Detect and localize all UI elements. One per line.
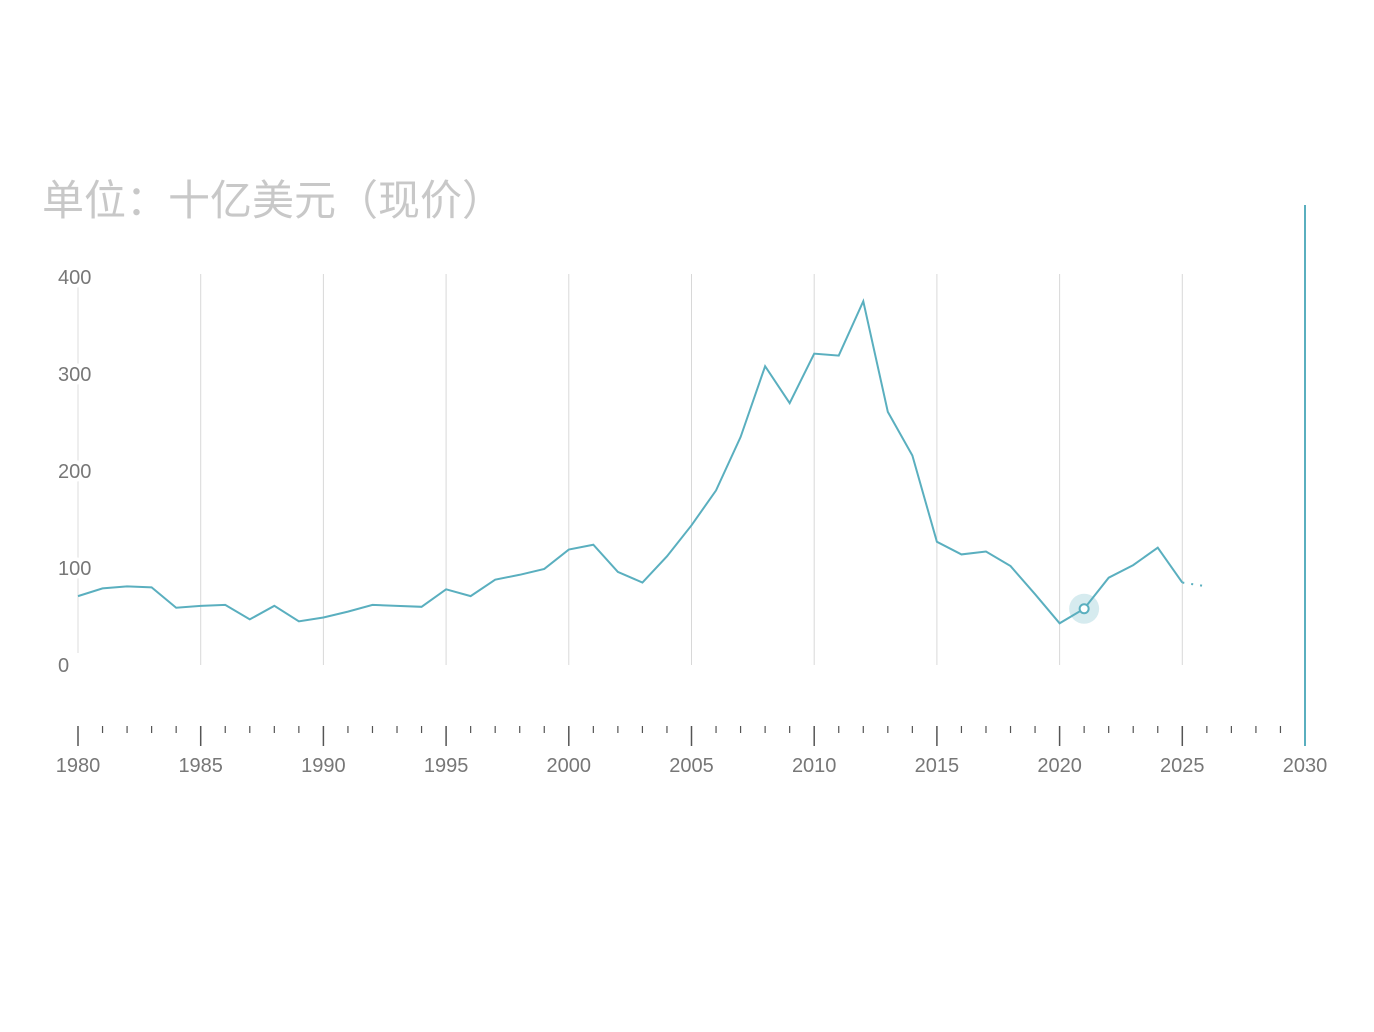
- chart-title: 单位：十亿美元（现价）: [42, 176, 504, 225]
- projection-line: [1182, 581, 1207, 588]
- y-tick-label: 100: [58, 558, 91, 580]
- x-tick-label: 2010: [792, 755, 837, 777]
- y-tick-label: 200: [58, 461, 91, 483]
- x-tick-label: 2005: [669, 755, 714, 777]
- x-tick-label: 1980: [56, 755, 101, 777]
- highlight-point: [1078, 603, 1090, 615]
- x-tick-label: 2000: [547, 755, 592, 777]
- x-tick-label: 2020: [1037, 755, 1082, 777]
- y-tick-label: 0: [58, 655, 69, 677]
- x-tick-label: 2025: [1160, 755, 1205, 777]
- x-tick-label: 1995: [424, 755, 469, 777]
- x-tick-label: 1990: [301, 755, 346, 777]
- y-tick-label: 400: [58, 267, 91, 289]
- x-tick-label: 2030: [1283, 755, 1328, 777]
- y-tick-label: 300: [58, 364, 91, 386]
- line-series: [77, 298, 1184, 625]
- x-tick-label: 1985: [178, 755, 223, 777]
- x-tick-label: 2015: [915, 755, 960, 777]
